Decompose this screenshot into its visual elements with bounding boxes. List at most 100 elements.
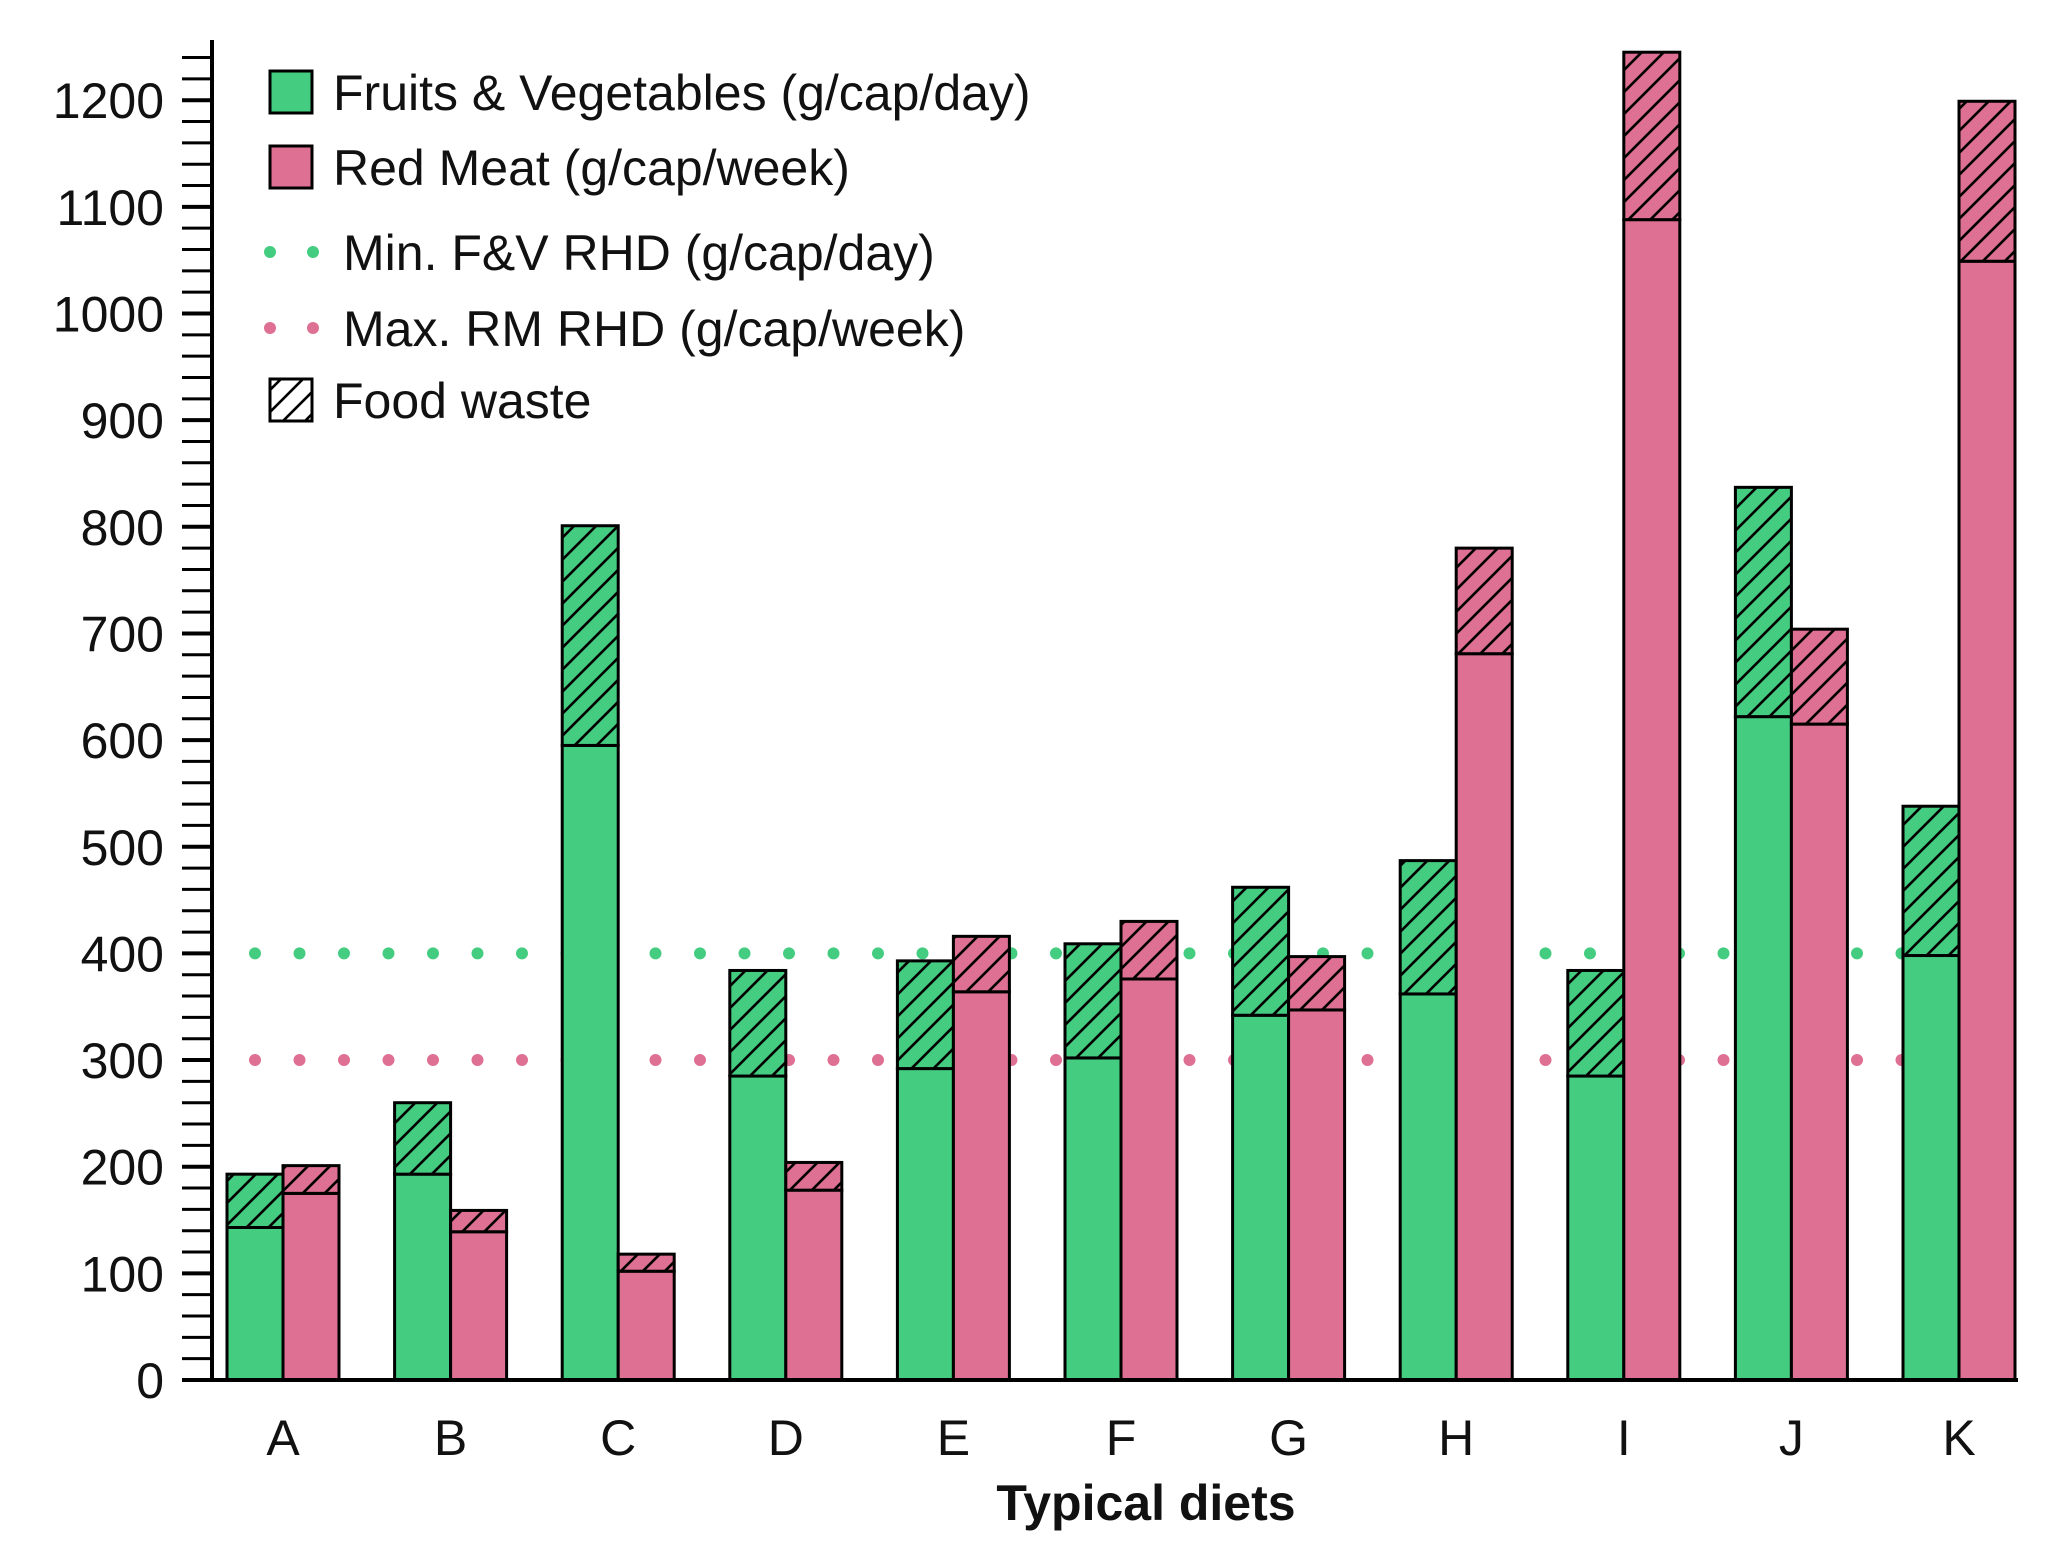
legend-food-waste: Food waste (268, 373, 591, 429)
legend-label: Max. RM RHD (g/cap/week) (343, 301, 965, 357)
bar-rm-a-waste-hatch (281, 1164, 341, 1195)
bar-rm-k-consumed (1957, 259, 2017, 1382)
legend-swatch (268, 144, 314, 190)
x-tick-label: A (266, 1410, 300, 1466)
legend-dot (264, 322, 276, 334)
bar-fv-a-consumed (225, 1225, 285, 1382)
reference-lines (249, 947, 2018, 1067)
bar-rm-c-consumed (616, 1269, 676, 1382)
bar-fv-b (393, 1101, 453, 1382)
bar-rm-b-consumed (449, 1230, 509, 1382)
y-tick-label: 200 (81, 1140, 164, 1196)
bar-fv-f-consumed (1063, 1056, 1123, 1382)
legend-label: Fruits & Vegetables (g/cap/day) (333, 65, 1031, 121)
bar-fv-a-waste-hatch (225, 1172, 285, 1229)
bar-fv-g-consumed (1231, 1013, 1291, 1382)
bar-fv-h-waste-hatch (1398, 859, 1458, 996)
bar-fv-j-waste-hatch (1733, 485, 1793, 719)
x-tick-label: D (768, 1410, 804, 1466)
bar-rm-a-consumed (281, 1191, 341, 1382)
y-tick-label: 800 (81, 500, 164, 556)
bar-rm-f (1119, 919, 1179, 1382)
bar-rm-b (449, 1208, 509, 1382)
x-tick-label: H (1438, 1410, 1474, 1466)
bar-rm-e-waste-hatch (951, 934, 1011, 994)
y-tick-label: 100 (81, 1246, 164, 1302)
x-axis: A B C D E F G H I J K (266, 1410, 1975, 1466)
bar-fv-d (728, 968, 788, 1382)
bar-fv-a (225, 1172, 285, 1382)
bar-rm-g-consumed (1287, 1008, 1347, 1382)
y-tick-label: 1200 (53, 73, 164, 129)
bar-fv-f (1063, 942, 1123, 1382)
bar-rm-f-consumed (1119, 977, 1179, 1382)
x-tick-label: J (1779, 1410, 1804, 1466)
y-tick-label: 900 (81, 393, 164, 449)
bar-rm-j-consumed (1789, 722, 1849, 1382)
x-tick-label: K (1942, 1410, 1975, 1466)
y-tick-label: 300 (81, 1033, 164, 1089)
bar-rm-e (951, 934, 1011, 1382)
legend: Fruits & Vegetables (g/cap/day) Red Meat … (264, 65, 1031, 429)
x-tick-label: I (1617, 1410, 1631, 1466)
bar-rm-k (1957, 99, 2017, 1382)
bar-rm-i-consumed (1622, 218, 1682, 1382)
bar-rm-h-waste-hatch (1454, 546, 1514, 656)
bar-fv-i-consumed (1566, 1074, 1626, 1382)
y-tick-label: 0 (136, 1353, 164, 1409)
y-tick-label: 1000 (53, 287, 164, 343)
bar-rm-k-waste-hatch (1957, 99, 2017, 263)
x-tick-label: C (600, 1410, 636, 1466)
bar-fv-d-consumed (728, 1074, 788, 1382)
y-tick-label: 500 (81, 820, 164, 876)
legend-hatch-swatch (268, 377, 314, 423)
bar-rm-d-waste-hatch (784, 1160, 844, 1192)
bar-fv-c (560, 524, 620, 1382)
y-axis: 0 100 200 300 400 500 600 700 800 900 1000 1100 1200 (53, 40, 2018, 1409)
bar-rm-b-waste-hatch (449, 1208, 509, 1234)
legend-label: Min. F&V RHD (g/cap/day) (343, 225, 935, 281)
bar-fv-j-consumed (1733, 715, 1793, 1382)
bar-rm-j-waste-hatch (1789, 627, 1849, 726)
bar-fv-g (1231, 885, 1291, 1382)
legend-max-rm-rhd: Max. RM RHD (g/cap/week) (264, 301, 965, 357)
y-tick-label: 400 (81, 926, 164, 982)
bar-fv-e-waste-hatch (895, 959, 955, 1071)
bar-fv-k-waste-hatch (1901, 804, 1961, 958)
bar-rm-c (616, 1252, 676, 1382)
y-tick-label: 1100 (56, 180, 164, 236)
bar-fv-b-waste-hatch (393, 1101, 453, 1176)
legend-label: Red Meat (g/cap/week) (333, 140, 850, 196)
bar-rm-a (281, 1164, 341, 1382)
y-tick-label: 600 (81, 713, 164, 769)
x-axis-title: Typical diets (996, 1475, 1295, 1531)
legend-min-fv-rhd: Min. F&V RHD (g/cap/day) (264, 225, 935, 281)
legend-swatch (268, 69, 314, 115)
bar-fv-c-waste-hatch (560, 524, 620, 747)
bar-rm-h (1454, 546, 1514, 1382)
bar-fv-f-waste-hatch (1063, 942, 1123, 1060)
bar-rm-g (1287, 955, 1347, 1382)
legend-red-meat: Red Meat (g/cap/week) (268, 140, 850, 196)
bar-rm-d-consumed (784, 1188, 844, 1382)
y-tick-label: 700 (81, 606, 164, 662)
bar-rm-g-waste-hatch (1287, 955, 1347, 1012)
x-tick-label: E (937, 1410, 970, 1466)
x-tick-label: F (1106, 1410, 1137, 1466)
x-tick-label: B (434, 1410, 467, 1466)
bar-fv-e-consumed (895, 1067, 955, 1382)
bar-rm-f-waste-hatch (1119, 919, 1179, 981)
bar-rm-e-consumed (951, 990, 1011, 1382)
bar-fv-e (895, 959, 955, 1382)
bar-fv-k-consumed (1901, 954, 1961, 1382)
bars (225, 50, 2017, 1382)
legend-dot (264, 246, 276, 258)
bar-rm-i-waste-hatch (1622, 50, 1682, 222)
bar-fv-i (1566, 968, 1626, 1382)
legend-fruits-vegetables: Fruits & Vegetables (g/cap/day) (268, 65, 1031, 121)
x-tick-label: G (1269, 1410, 1308, 1466)
bar-fv-i-waste-hatch (1566, 968, 1626, 1078)
bar-rm-c-waste-hatch (616, 1252, 676, 1273)
bar-rm-i (1622, 50, 1682, 1382)
